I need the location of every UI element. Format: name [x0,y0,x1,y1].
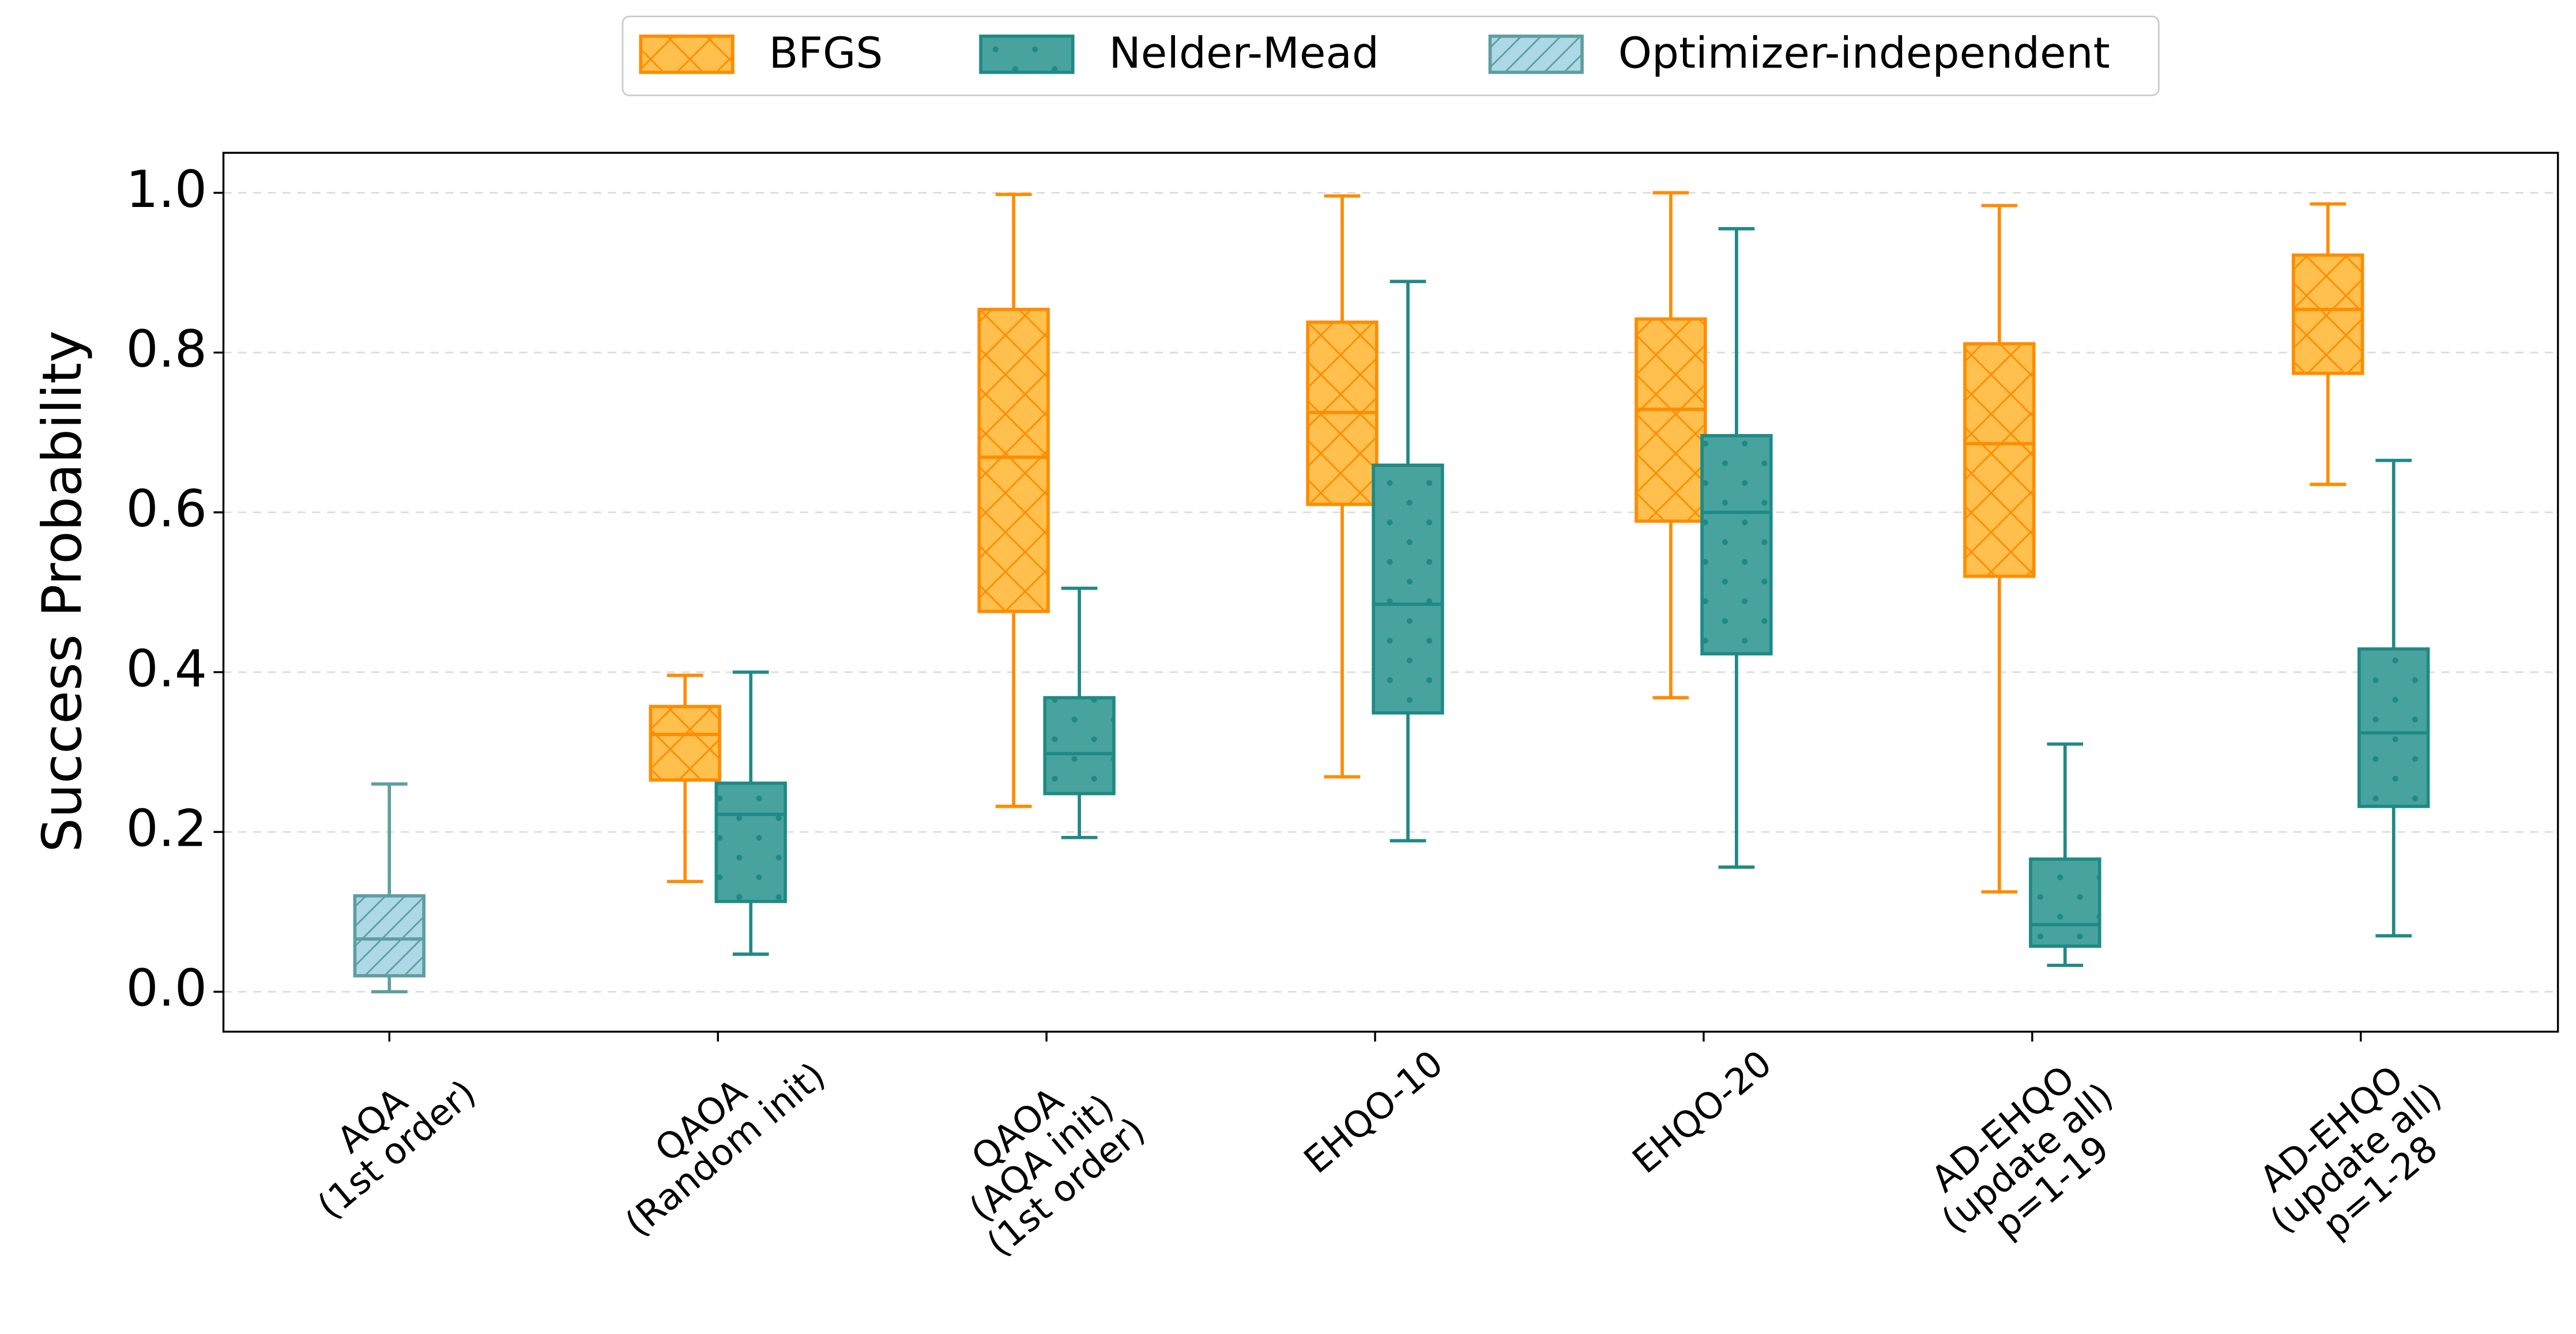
legend-swatch [979,34,1075,74]
box [1372,463,1444,715]
box [2029,857,2102,948]
x-tick-label-line: EHQO-10 [1296,1042,1451,1182]
y-axis-label: Success Probability [31,330,94,852]
x-tick-label: QAOA(AQA init)(1st order) [961,1079,1153,1265]
y-tick-label: 0.0 [126,959,207,1018]
x-tick-label: AD-EHQO(update all)p=1-19 [1923,1057,2121,1246]
y-tick-label: 1.0 [126,160,207,219]
x-tick-label: EHQO-10 [1296,1042,1451,1182]
y-tick-label: 0.4 [126,639,207,698]
legend-label: Nelder-Mead [1109,28,1379,78]
x-tick-label: QAOA(Random init) [617,1054,833,1245]
box [649,704,721,782]
x-tick-label: EHQO-20 [1625,1042,1780,1182]
plot-frame [222,152,2559,1033]
y-tick-label: 0.8 [126,319,207,379]
box [2292,253,2364,375]
x-tick-label: AD-EHQO(update all)p=1-28 [2252,1057,2450,1246]
box [353,894,426,978]
legend-label: BFGS [769,28,883,78]
box [2357,647,2430,808]
legend-label: Optimizer-independent [1618,28,2110,78]
x-tick-label: AQA(1st order) [310,1072,484,1227]
box [714,781,787,903]
box [1700,434,1773,655]
legend-swatch [1488,34,1584,74]
legend-swatch [639,34,735,74]
legend: BFGS Nelder-Mead Optimizer-independent [622,16,2160,96]
box [1043,696,1116,796]
box [977,307,1050,613]
y-tick-label: 0.6 [126,479,207,538]
box [1963,342,2036,578]
y-tick-label: 0.2 [126,799,207,858]
box [1635,317,1707,523]
x-tick-label-line: EHQO-20 [1625,1042,1780,1182]
